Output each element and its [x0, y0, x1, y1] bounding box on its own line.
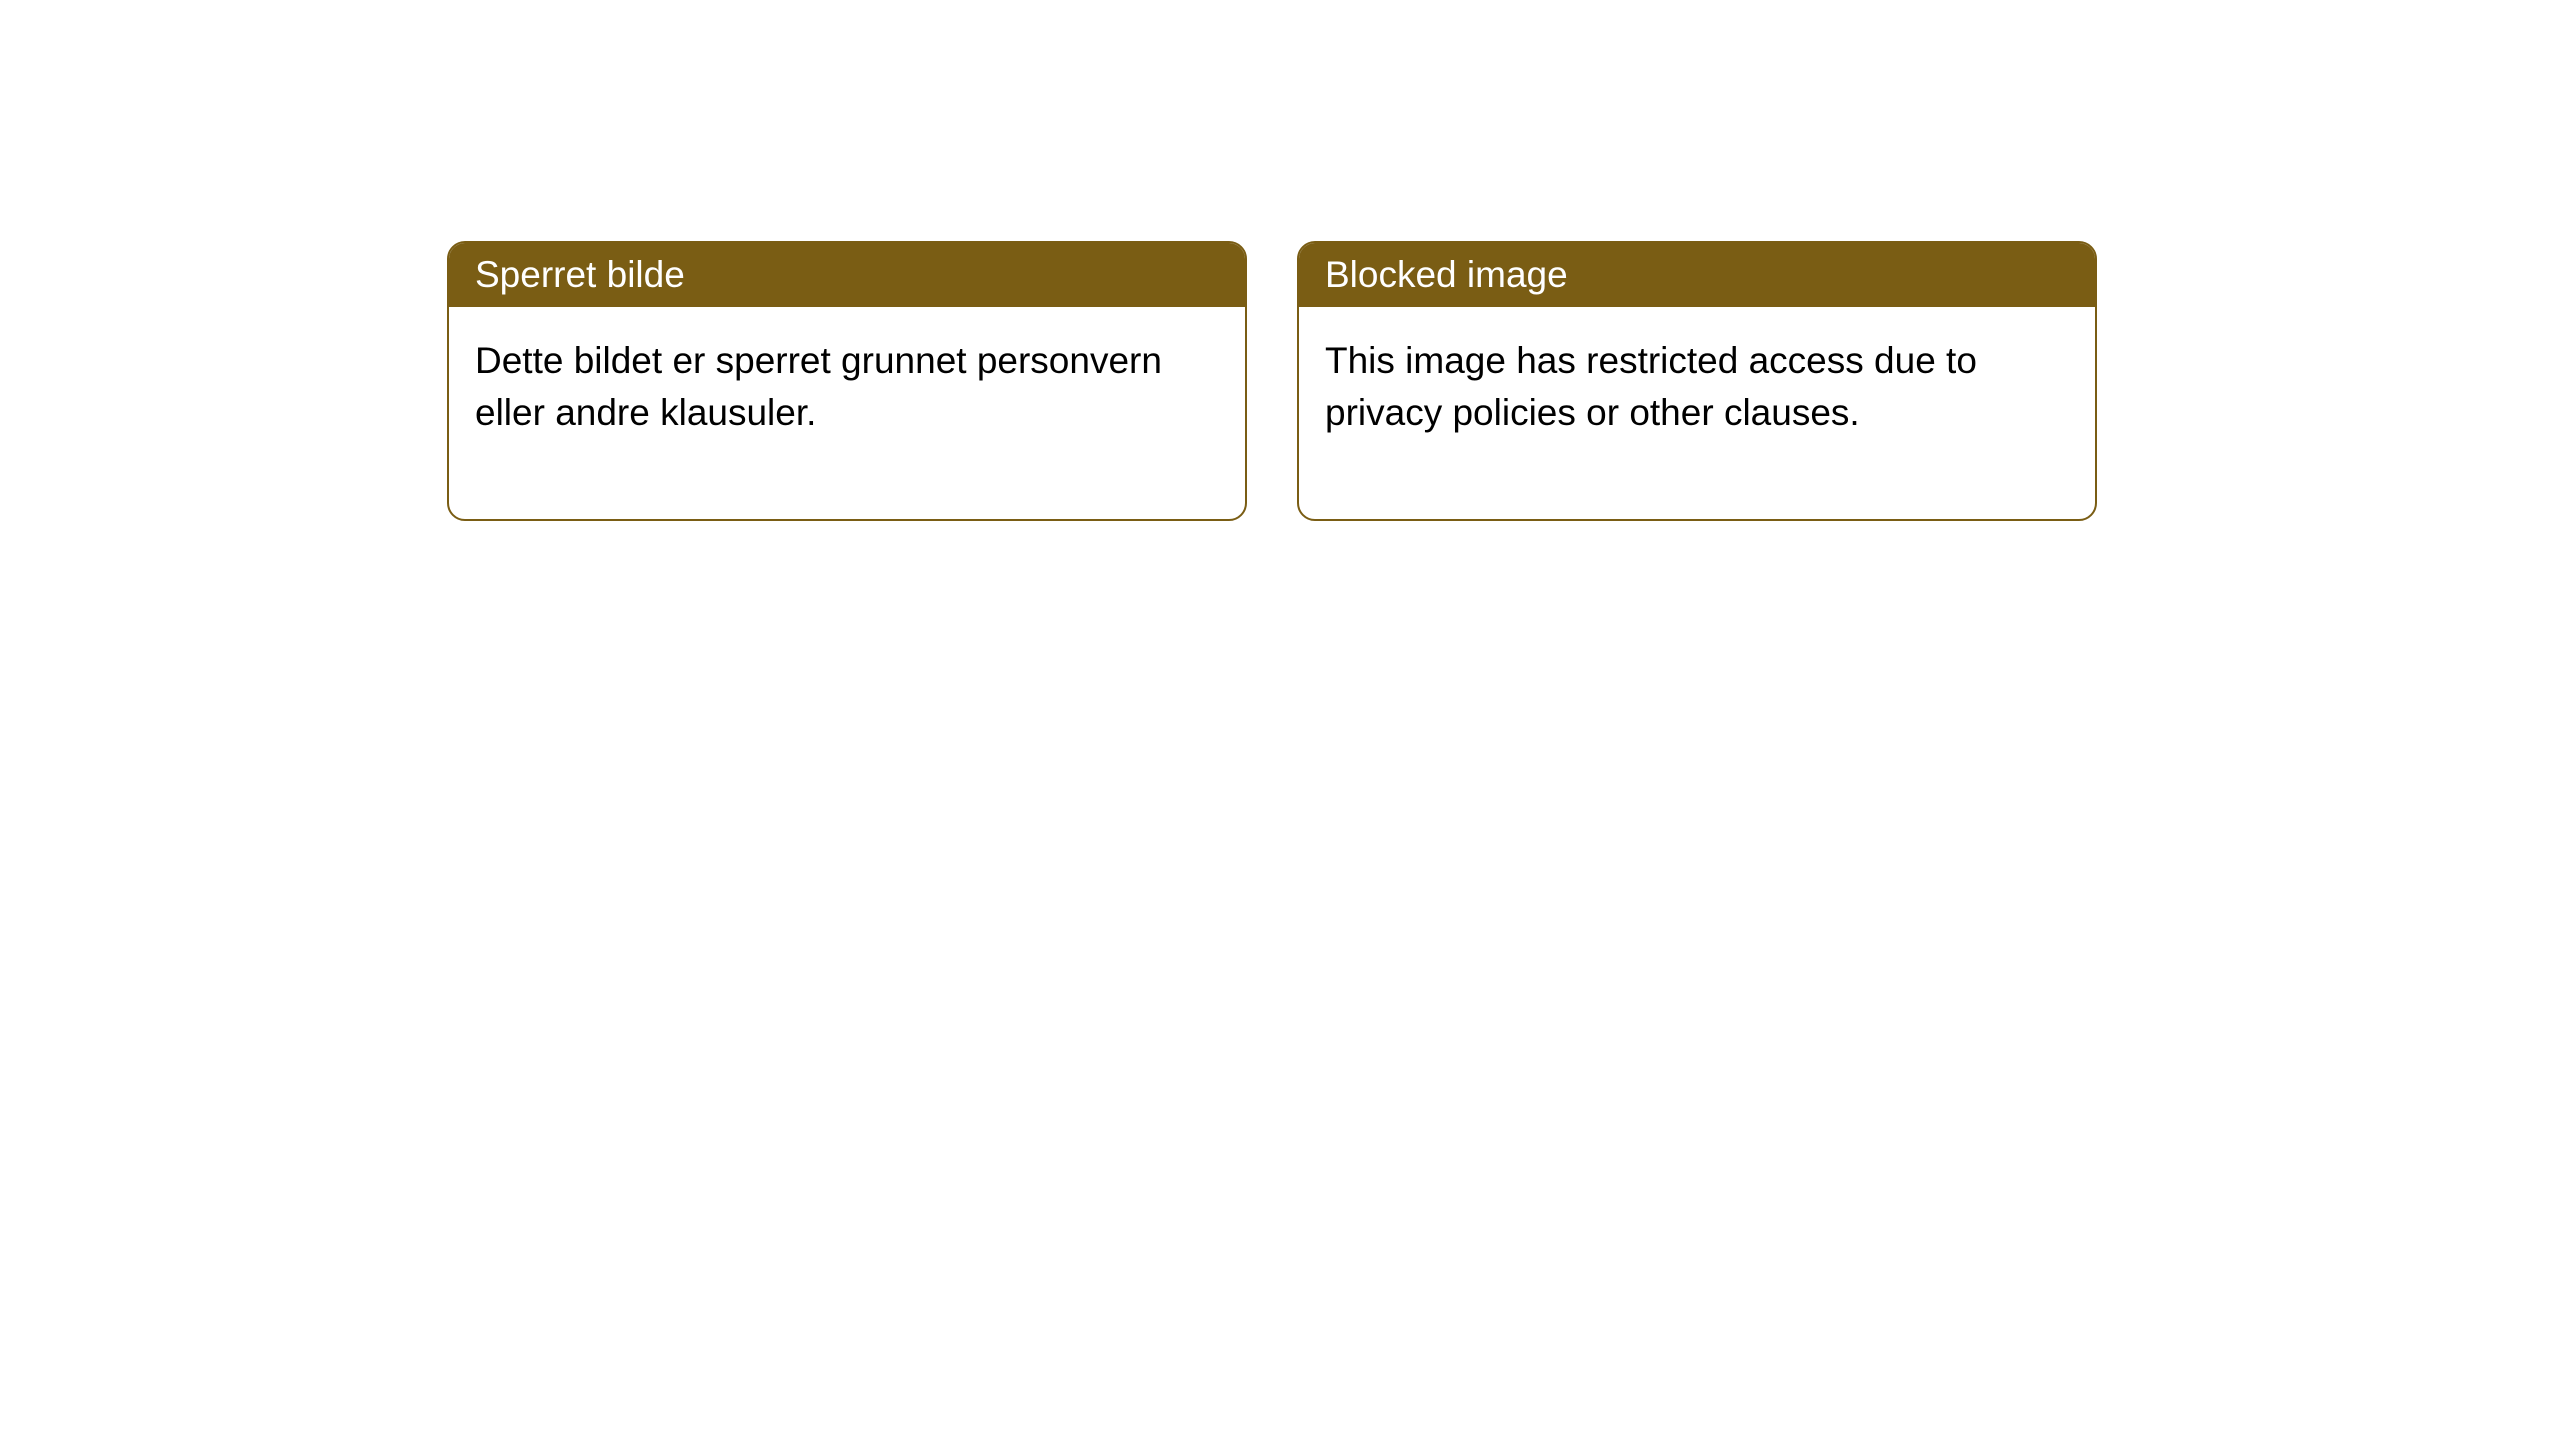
card-title: Blocked image [1325, 254, 1568, 295]
notice-card-english: Blocked image This image has restricted … [1297, 241, 2097, 521]
card-header: Sperret bilde [449, 243, 1245, 307]
card-title: Sperret bilde [475, 254, 685, 295]
notice-card-norwegian: Sperret bilde Dette bildet er sperret gr… [447, 241, 1247, 521]
card-body-text: Dette bildet er sperret grunnet personve… [475, 340, 1162, 433]
card-header: Blocked image [1299, 243, 2095, 307]
notice-container: Sperret bilde Dette bildet er sperret gr… [0, 0, 2560, 521]
card-body-text: This image has restricted access due to … [1325, 340, 1977, 433]
card-body: Dette bildet er sperret grunnet personve… [449, 307, 1245, 519]
card-body: This image has restricted access due to … [1299, 307, 2095, 519]
